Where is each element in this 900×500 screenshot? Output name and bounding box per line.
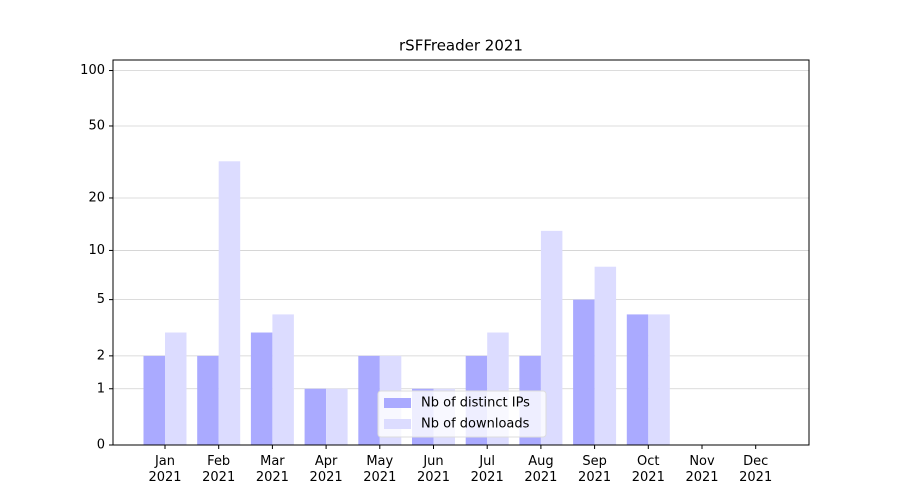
y-tick-label: 50: [88, 118, 105, 133]
x-tick-label: Dec 2021: [739, 454, 772, 485]
y-tick-label: 100: [80, 63, 105, 78]
bar: [626, 314, 649, 445]
y-tick-label: 10: [88, 243, 105, 258]
x-tick-label: Apr 2021: [310, 454, 343, 485]
bar: [143, 355, 165, 445]
bar: [197, 355, 219, 445]
legend-swatch: [384, 419, 411, 429]
chart-title: rSFFreader 2021: [399, 37, 523, 55]
bar: [358, 355, 380, 445]
y-tick-label: 5: [97, 292, 105, 307]
y-tick-label: 20: [88, 190, 105, 205]
bar: [594, 266, 617, 445]
legend-swatch: [384, 398, 411, 408]
bar: [250, 332, 273, 445]
legend-label: Nb of distinct IPs: [421, 396, 530, 411]
x-tick-label: Aug 2021: [524, 454, 557, 485]
x-tick-label: Feb 2021: [202, 454, 235, 485]
bar: [272, 314, 294, 445]
x-tick-label: May 2021: [363, 454, 396, 485]
x-tick-label: Oct 2021: [632, 454, 665, 485]
bar: [326, 388, 348, 445]
bar: [304, 388, 327, 445]
bar: [218, 161, 241, 445]
y-tick-label: 1: [97, 381, 105, 396]
bar: [165, 332, 187, 445]
legend-label: Nb of downloads: [421, 417, 530, 432]
y-tick-label: 0: [97, 438, 105, 453]
bar: [573, 299, 595, 445]
x-tick-label: Jan 2021: [148, 454, 181, 485]
x-tick-label: Jul 2021: [471, 454, 504, 485]
legend-box: [377, 390, 547, 438]
y-tick-label: 2: [97, 348, 105, 363]
bar: [648, 314, 670, 445]
x-tick-label: Mar 2021: [256, 454, 289, 485]
x-tick-label: Nov 2021: [685, 454, 718, 485]
x-tick-label: Sep 2021: [578, 454, 611, 485]
x-tick-label: Jun 2021: [417, 454, 450, 485]
bar: [540, 230, 563, 445]
axes-frame: [112, 59, 810, 446]
